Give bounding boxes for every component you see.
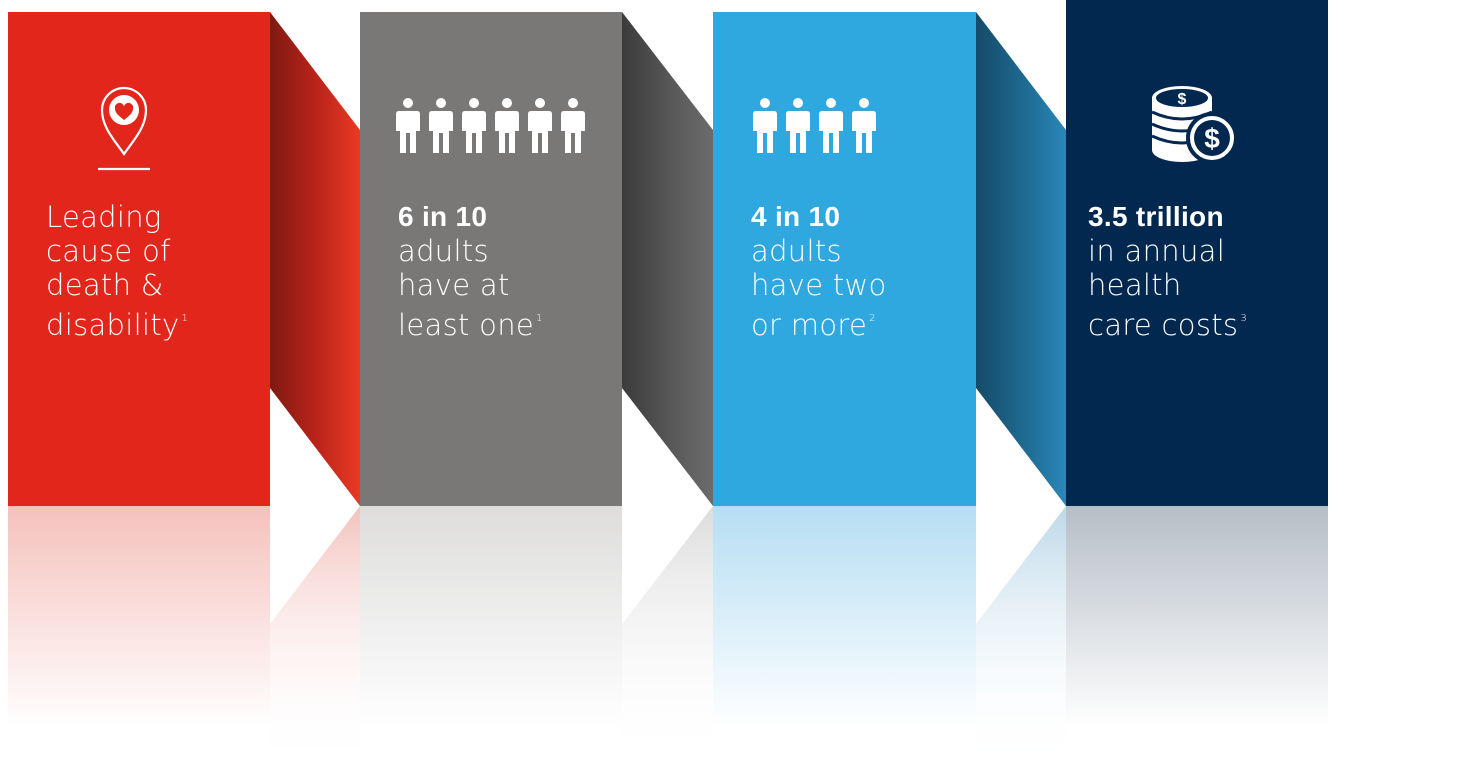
reflection-3 [713,506,976,767]
fold-reflection-1 [270,506,360,767]
footnote-marker: 3 [1240,313,1248,324]
panel-text: 3.5 trillion in annual health care costs… [1088,200,1316,342]
footnote-marker: 2 [869,313,876,324]
panel-two-or-more: 4 in 10 adults have two or more 2 [713,12,976,506]
text-line-content: least one [398,308,535,342]
text-line: cause of [46,234,171,268]
svg-text:$: $ [1204,123,1220,154]
person-icon [528,98,552,153]
reflection-1 [8,506,270,767]
panel-text: 6 in 10 adults have at least one 1 [398,200,610,342]
person-icon [818,98,843,153]
text-line: health [1088,268,1182,302]
person-icon [752,98,777,153]
text-line: have two [751,268,887,302]
text-line: have at [398,268,510,302]
fold-1 [270,12,360,506]
people-icon [396,98,585,153]
text-line-last: or more 2 [751,302,964,342]
text-line-last: disability 1 [46,302,258,342]
people-icon [752,98,876,153]
text-line: in annual [1088,234,1226,268]
stat-value: 3.5 trillion [1088,201,1224,232]
fold-2 [622,12,713,506]
panel-death-disability: Leading cause of death & disability 1 [8,12,270,506]
coin-stack-dollar-icon: $ $ [1151,86,1238,164]
stat-value: 6 in 10 [398,201,488,232]
person-icon [561,98,585,153]
text-line-content: disability [46,308,180,342]
panel-at-least-one: 6 in 10 adults have at least one 1 [360,12,622,506]
heart-location-pin-icon [98,86,150,171]
icon-container [360,80,622,172]
fold-3 [976,12,1066,506]
text-line-last: care costs 3 [1088,302,1316,342]
text-line: adults [398,234,489,268]
fold-reflection-3 [976,506,1066,767]
reflection-4 [1066,506,1328,767]
panel-text: Leading cause of death & disability 1 [46,200,258,342]
icon-container: $ $ [1056,80,1328,172]
fold-reflection-2 [622,506,713,767]
icon-container [653,80,976,172]
person-icon [785,98,810,153]
panel-health-costs: $ $ 3.5 trillion in annual health care c… [1066,0,1328,506]
svg-text:$: $ [1178,91,1187,108]
text-line: Leading [46,200,162,234]
footnote-marker: 1 [181,313,189,324]
icon-container [0,80,270,172]
person-icon [495,98,519,153]
text-line: death & [46,268,164,302]
person-icon [429,98,453,153]
person-icon [396,98,420,153]
text-line: adults [751,234,842,268]
footnote-marker: 1 [536,313,543,324]
text-line-content: care costs [1088,308,1239,342]
person-icon [462,98,486,153]
stat-value: 4 in 10 [751,201,841,232]
person-icon [851,98,876,153]
panel-text: 4 in 10 adults have two or more 2 [751,200,964,342]
text-line-content: or more [751,308,868,342]
reflection-2 [360,506,622,767]
text-line-last: least one 1 [398,302,610,342]
